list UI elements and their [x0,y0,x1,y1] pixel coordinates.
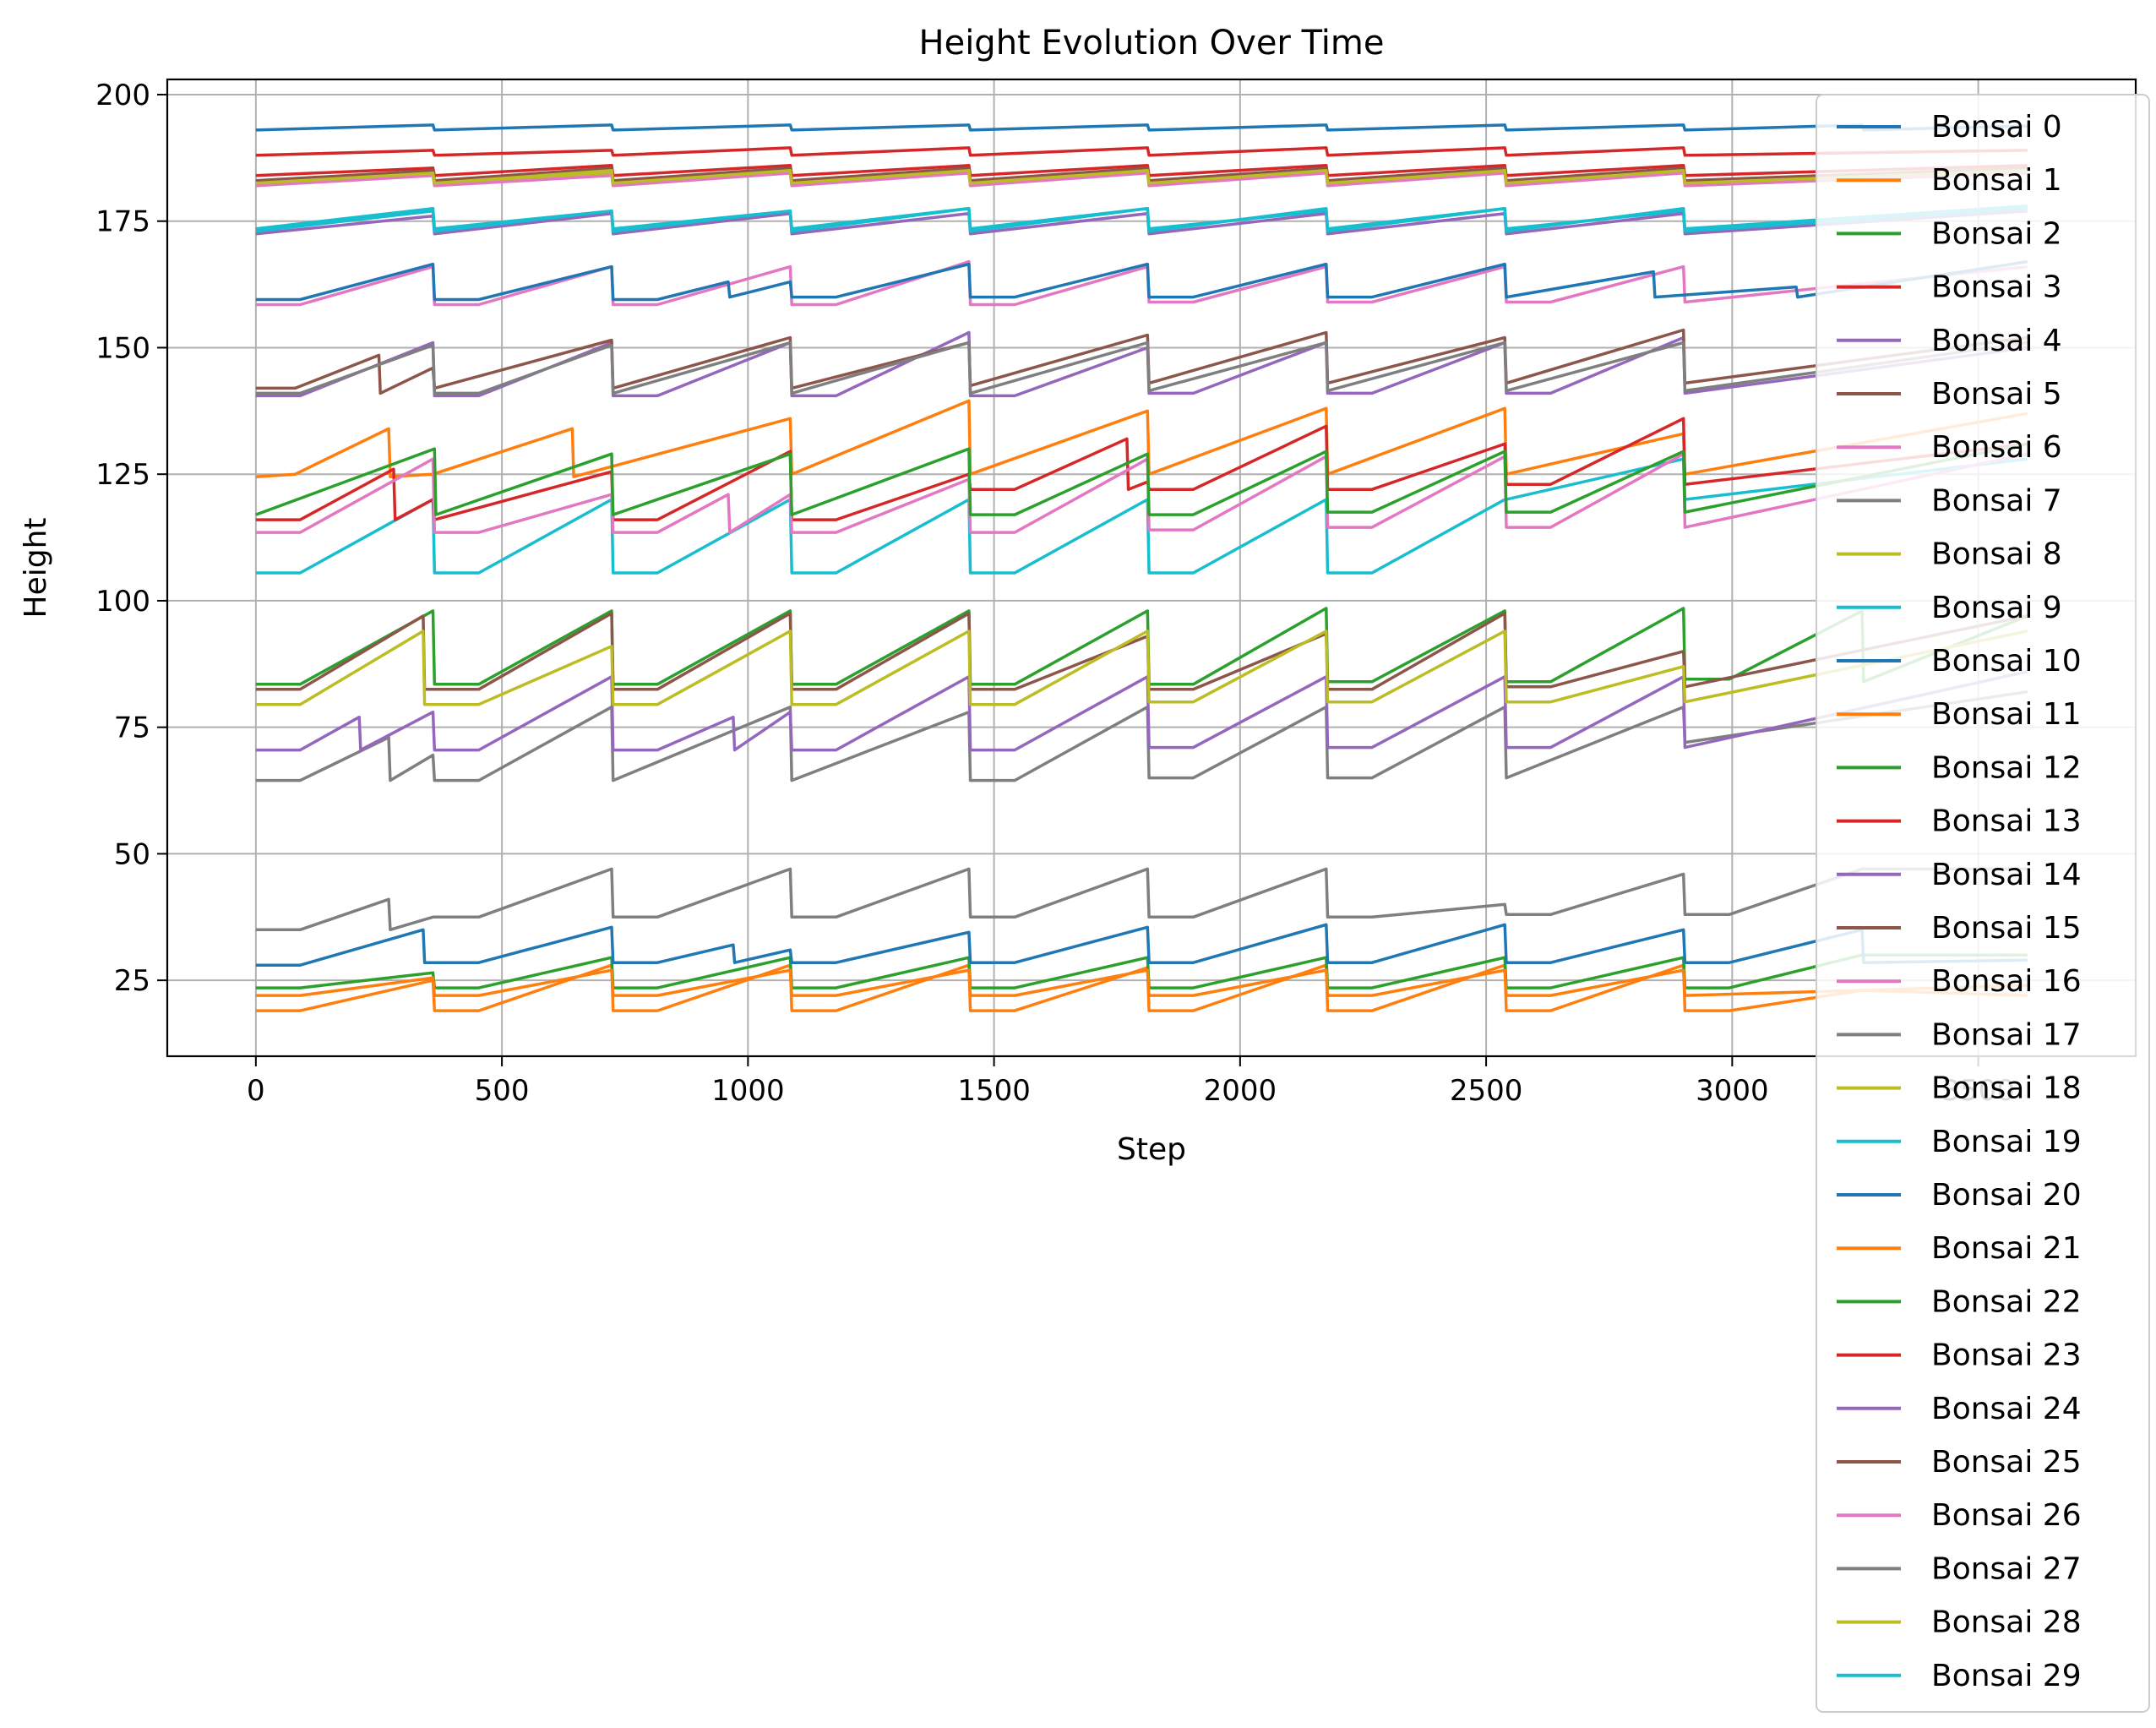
series-line [255,123,2028,132]
chart-title: Height Evolution Over Time [919,24,1385,63]
legend-label: Bonsai 0 [1931,110,2062,144]
series-line [255,630,2028,706]
legend-label: Bonsai 2 [1931,216,2062,251]
legend-label: Bonsai 8 [1931,537,2062,572]
x-tick-label: 1500 [957,1074,1031,1108]
y-tick-label: 150 [95,331,150,365]
legend-label: Bonsai 15 [1931,911,2082,946]
legend-label: Bonsai 18 [1931,1071,2082,1106]
series-line [255,164,2028,177]
series-line [255,442,2028,516]
ticks: 0500100015002000250030003500255075100125… [95,79,2015,1108]
y-tick-label: 200 [95,79,150,112]
legend-label: Bonsai 3 [1931,270,2062,305]
series-line [255,259,2028,302]
legend-label: Bonsai 27 [1931,1551,2082,1586]
x-tick-label: 500 [475,1074,530,1108]
legend-label: Bonsai 25 [1931,1445,2082,1480]
series-line [255,968,2028,997]
legend-label: Bonsai 10 [1931,644,2082,679]
series-line [255,146,2028,157]
legend-label: Bonsai 11 [1931,697,2082,732]
series-line [255,172,2028,188]
legend-label: Bonsai 23 [1931,1338,2082,1373]
y-tick-label: 75 [114,711,150,745]
legend-label: Bonsai 21 [1931,1231,2082,1266]
series-line [255,169,2028,185]
y-tick-label: 125 [95,458,150,492]
x-axis-label: Step [1117,1132,1186,1167]
series-line [255,341,2028,395]
x-tick-label: 2000 [1204,1074,1277,1108]
x-tick-label: 0 [247,1074,265,1108]
series-line [255,953,2028,989]
legend-label: Bonsai 12 [1931,750,2082,785]
legend-label: Bonsai 24 [1931,1392,2082,1426]
series-lines [255,123,2028,1012]
legend-label: Bonsai 19 [1931,1125,2082,1159]
legend-label: Bonsai 16 [1931,964,2082,999]
series-line [255,923,2028,967]
legend-label: Bonsai 22 [1931,1284,2082,1319]
y-tick-label: 175 [95,205,150,239]
series-line [255,867,2028,932]
series-line [255,607,2028,686]
series-line [255,209,2028,236]
series-line [255,166,2028,183]
legend-label: Bonsai 5 [1931,377,2062,412]
legend-label: Bonsai 14 [1931,858,2082,892]
legend-label: Bonsai 17 [1931,1017,2082,1052]
legend-label: Bonsai 29 [1931,1659,2082,1693]
legend: Bonsai 0 Bonsai 1 Bonsai 2 Bonsai 3 Bonsai 4… [1816,94,2150,1713]
legend-label: Bonsai 4 [1931,324,2062,358]
x-tick-label: 1000 [711,1074,785,1108]
y-tick-label: 25 [114,964,150,998]
legend-label: Bonsai 7 [1931,483,2062,518]
x-tick-label: 2500 [1450,1074,1523,1108]
legend-label: Bonsai 26 [1931,1498,2082,1533]
x-tick-label: 3000 [1696,1074,1769,1108]
legend-label: Bonsai 1 [1931,163,2062,198]
legend-label: Bonsai 9 [1931,591,2062,625]
series-line [255,963,2028,1012]
legend-label: Bonsai 28 [1931,1605,2082,1640]
y-tick-label: 100 [95,585,150,619]
legend-label: Bonsai 20 [1931,1178,2082,1213]
series-line [255,206,2028,233]
legend-label: Bonsai 6 [1931,430,2062,465]
legend-label: Bonsai 13 [1931,804,2082,839]
y-tick-label: 50 [114,837,150,871]
y-axis-label: Height [19,517,53,618]
